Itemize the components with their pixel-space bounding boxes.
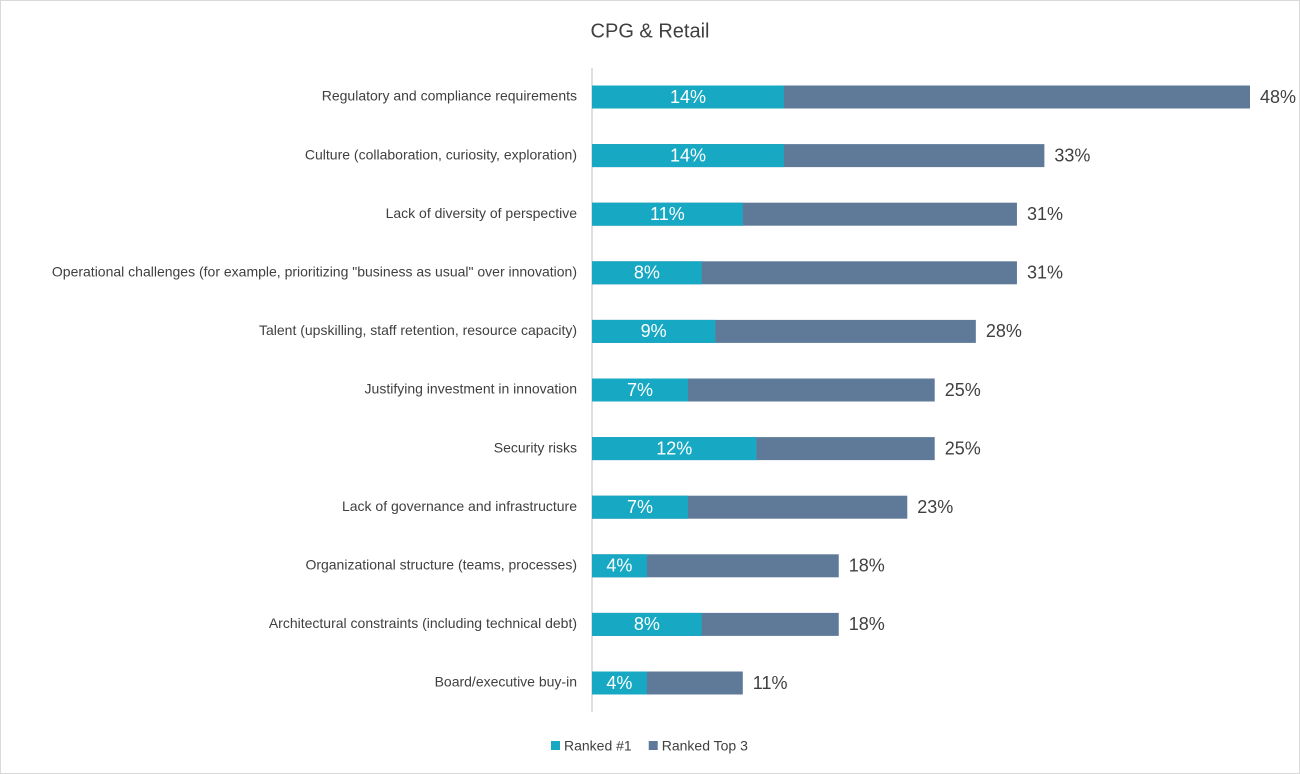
bar (592, 202, 743, 226)
data-label: 8% (634, 263, 660, 283)
category-label: Lack of governance and infrastructure (342, 498, 577, 514)
bar (592, 437, 757, 461)
bar (592, 612, 702, 636)
bar (592, 378, 688, 402)
data-label: 4% (606, 556, 632, 576)
legend-label: Ranked Top 3 (662, 738, 748, 754)
category-label: Culture (collaboration, curiosity, explo… (305, 146, 577, 162)
legend-label: Ranked #1 (564, 738, 632, 754)
data-label: 7% (627, 497, 653, 517)
bar (592, 85, 784, 109)
data-label: 11% (650, 204, 685, 224)
bar (592, 554, 647, 578)
data-label: 9% (641, 321, 667, 341)
legend-swatch (648, 741, 658, 750)
bar (592, 261, 702, 285)
category-label: Board/executive buy-in (435, 674, 577, 690)
data-label: 33% (1054, 145, 1090, 165)
bar (592, 554, 839, 578)
legend-swatch (551, 741, 560, 750)
data-label: 28% (986, 321, 1022, 341)
category-label: Operational challenges (for example, pri… (52, 264, 577, 280)
data-label: 12% (656, 438, 692, 458)
category-label: Regulatory and compliance requirements (322, 88, 577, 104)
bar (592, 671, 647, 695)
data-label: 25% (945, 380, 981, 400)
data-label: 48% (1260, 87, 1296, 107)
data-label: 31% (1027, 263, 1063, 283)
data-label: 11% (753, 673, 788, 693)
category-label: Architectural constraints (including tec… (269, 615, 577, 631)
chart-title: CPG & Retail (591, 20, 710, 42)
data-label: 7% (627, 380, 653, 400)
data-label: 18% (849, 614, 885, 634)
data-label: 31% (1027, 204, 1063, 224)
data-label: 14% (670, 145, 706, 165)
data-label: 18% (849, 556, 885, 576)
category-label: Lack of diversity of perspective (386, 205, 578, 221)
data-label: 25% (945, 438, 981, 458)
category-label: Security risks (494, 439, 577, 455)
bar (592, 495, 688, 519)
bar (592, 144, 784, 168)
data-label: 23% (917, 497, 953, 517)
category-label: Talent (upskilling, staff retention, res… (259, 322, 577, 338)
category-label: Organizational structure (teams, process… (305, 557, 577, 573)
data-label: 4% (606, 673, 632, 693)
category-label: Justifying investment in innovation (365, 381, 577, 397)
data-label: 8% (634, 614, 660, 634)
data-label: 14% (670, 87, 706, 107)
bar (592, 319, 716, 343)
